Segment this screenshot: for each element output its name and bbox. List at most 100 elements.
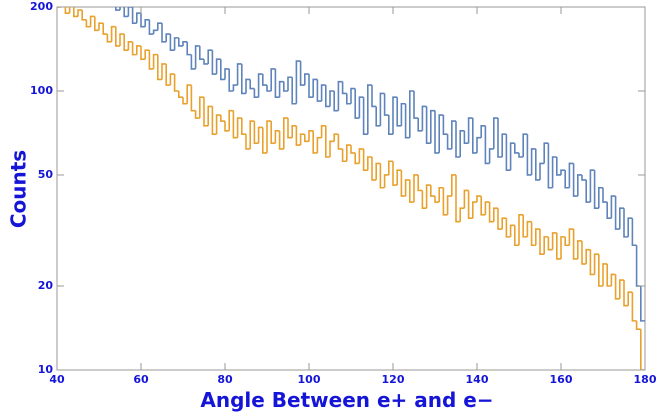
histogram-step xyxy=(333,90,339,112)
histogram-step xyxy=(207,105,213,126)
histogram-step xyxy=(295,60,301,104)
histogram-step xyxy=(106,34,112,43)
histogram-step xyxy=(556,156,561,176)
histogram-step xyxy=(606,263,612,287)
histogram-step xyxy=(123,7,129,18)
histogram-step xyxy=(577,174,582,197)
histogram-step xyxy=(211,50,217,75)
histogram-step xyxy=(274,68,280,99)
histogram-step xyxy=(455,174,461,223)
histogram-step xyxy=(560,236,566,259)
histogram-step xyxy=(568,228,574,246)
histogram-step xyxy=(257,73,263,98)
histogram-step xyxy=(501,133,507,157)
histogram-step xyxy=(362,97,368,136)
histogram-step xyxy=(631,218,637,247)
histogram-step xyxy=(417,118,423,132)
x-tick-label: 60 xyxy=(133,373,149,386)
histogram-step xyxy=(329,90,335,107)
histogram-step xyxy=(463,189,469,209)
histogram-step xyxy=(501,217,507,230)
histogram-step xyxy=(379,92,385,126)
histogram-step xyxy=(350,145,356,154)
histogram-step xyxy=(112,1,116,4)
histogram-step xyxy=(115,7,120,11)
histogram-step xyxy=(186,84,192,104)
histogram-step xyxy=(589,169,595,203)
histogram-step xyxy=(203,59,209,65)
histogram-step xyxy=(236,63,242,86)
histogram-step xyxy=(64,7,70,15)
histogram-step xyxy=(556,232,561,260)
histogram-step xyxy=(467,190,473,219)
histogram-step xyxy=(220,59,225,81)
histogram-step xyxy=(463,130,469,144)
histogram-step xyxy=(623,280,629,307)
histogram-step xyxy=(325,85,330,108)
histogram-step xyxy=(627,291,633,306)
histogram-step xyxy=(388,115,393,136)
histogram-step xyxy=(270,121,276,144)
histogram-step xyxy=(207,49,213,64)
histogram-step xyxy=(551,232,557,250)
histogram-step xyxy=(320,84,326,102)
histogram-step xyxy=(514,225,519,247)
histogram-step xyxy=(522,133,528,157)
histogram-step xyxy=(358,148,364,164)
histogram-step xyxy=(509,224,515,237)
histogram-step xyxy=(169,73,175,86)
histogram-step xyxy=(425,106,431,144)
histogram-step xyxy=(245,78,251,94)
histogram-step xyxy=(438,114,444,153)
histogram-step xyxy=(396,169,402,186)
histogram-step xyxy=(522,214,528,238)
x-tick-label: 140 xyxy=(466,373,489,386)
histogram-step xyxy=(119,33,125,46)
histogram-step xyxy=(283,81,288,92)
histogram-step xyxy=(484,201,490,215)
histogram-step xyxy=(375,162,381,180)
histogram-step xyxy=(619,207,624,230)
histogram-step xyxy=(249,79,255,90)
histogram-step xyxy=(388,160,393,175)
histogram-step xyxy=(572,229,578,260)
histogram-step xyxy=(287,76,293,91)
histogram-step xyxy=(434,196,440,203)
histogram-step xyxy=(144,18,150,27)
histogram-step xyxy=(270,68,276,91)
histogram-step xyxy=(329,140,335,157)
histogram-step xyxy=(253,88,259,99)
histogram-step xyxy=(257,126,263,144)
histogram-step xyxy=(194,110,200,119)
histogram-step xyxy=(127,41,133,51)
histogram-step xyxy=(480,196,486,216)
histogram-step xyxy=(404,103,410,139)
histogram-step xyxy=(421,190,427,210)
histogram-step xyxy=(585,179,591,203)
histogram-step xyxy=(249,120,255,149)
histogram-step xyxy=(472,201,477,219)
histogram-step xyxy=(98,22,104,31)
histogram-step xyxy=(409,179,414,203)
histogram-step xyxy=(451,174,456,197)
histogram-step xyxy=(287,118,293,139)
plot-area xyxy=(57,1,645,370)
histogram-step xyxy=(430,109,435,144)
histogram-step xyxy=(535,148,540,181)
histogram-step xyxy=(539,229,545,256)
y-tick-label: 20 xyxy=(38,279,54,292)
histogram-step xyxy=(173,74,179,92)
y-tick-label: 200 xyxy=(30,0,53,13)
histogram-step xyxy=(220,115,225,122)
histogram-step xyxy=(173,37,179,51)
histogram-step xyxy=(299,61,305,86)
histogram-step xyxy=(602,263,608,287)
histogram-step xyxy=(442,115,448,136)
histogram-step xyxy=(614,274,620,300)
x-tick-label: 180 xyxy=(634,373,657,386)
histogram-step xyxy=(346,144,351,162)
histogram-step xyxy=(438,186,444,203)
histogram-step xyxy=(325,125,330,158)
histogram-step xyxy=(165,33,171,42)
